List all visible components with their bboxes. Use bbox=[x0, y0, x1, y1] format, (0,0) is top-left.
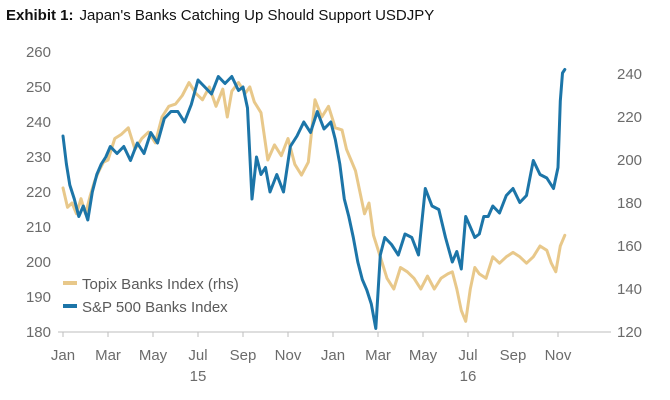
exhibit-header: Exhibit 1: Japan's Banks Catching Up Shou… bbox=[6, 7, 434, 24]
x-axis-tick-label: Jan bbox=[321, 347, 345, 364]
x-axis-year-label: 15 bbox=[190, 368, 207, 385]
legend-label-sp500: S&P 500 Banks Index bbox=[82, 299, 228, 316]
x-axis-tick-label: May bbox=[409, 347, 438, 364]
right-axis-tick-label: 140 bbox=[617, 281, 642, 298]
left-axis-tick-label: 250 bbox=[26, 79, 51, 96]
x-axis-tick-label: Nov bbox=[275, 347, 302, 364]
left-axis-tick-label: 230 bbox=[26, 149, 51, 166]
right-axis-tick-label: 160 bbox=[617, 238, 642, 255]
left-axis-tick-label: 200 bbox=[26, 254, 51, 271]
left-axis-tick-label: 210 bbox=[26, 219, 51, 236]
x-axis-tick-label: Jul bbox=[458, 347, 477, 364]
left-axis-tick-label: 240 bbox=[26, 114, 51, 131]
series-line-sp500-banks bbox=[61, 68, 567, 330]
x-axis-tick-label: Sep bbox=[230, 347, 257, 364]
right-axis-tick-label: 220 bbox=[617, 109, 642, 126]
x-axis-year-label: 16 bbox=[460, 368, 477, 385]
x-axis-tick-label: Jan bbox=[51, 347, 75, 364]
x-axis-tick-label: Sep bbox=[500, 347, 527, 364]
series-layer bbox=[61, 68, 567, 330]
x-axis-tick-label: Mar bbox=[365, 347, 391, 364]
chart-title: Japan's Banks Catching Up Should Support… bbox=[79, 7, 435, 24]
right-axis-tick-label: 200 bbox=[617, 152, 642, 169]
axes: 180 190 200 210 220 230 240 250 260 120 140 160 180 2… bbox=[26, 44, 642, 385]
left-axis-tick-label: 190 bbox=[26, 289, 51, 306]
x-axis-tick-label: Mar bbox=[95, 347, 121, 364]
exhibit-label: Exhibit 1: bbox=[6, 7, 74, 24]
right-axis-tick-label: 120 bbox=[617, 324, 642, 341]
left-axis-tick-label: 180 bbox=[26, 324, 51, 341]
legend: Topix Banks Index (rhs) S&P 500 Banks In… bbox=[63, 276, 239, 316]
left-axis-tick-label: 260 bbox=[26, 44, 51, 61]
x-axis-tick-label: Jul bbox=[188, 347, 207, 364]
x-axis-tick-label: May bbox=[139, 347, 168, 364]
right-axis-tick-label: 240 bbox=[617, 66, 642, 83]
legend-label-topix: Topix Banks Index (rhs) bbox=[82, 276, 239, 293]
x-axis-tick-label: Nov bbox=[545, 347, 572, 364]
right-axis-tick-label: 180 bbox=[617, 195, 642, 212]
left-axis-tick-label: 220 bbox=[26, 184, 51, 201]
